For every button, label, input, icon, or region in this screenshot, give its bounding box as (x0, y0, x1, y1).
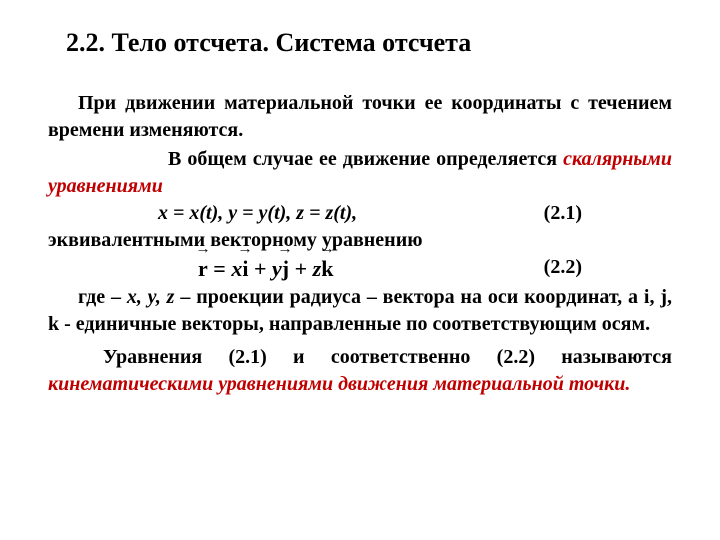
equation-2: r = xi + yj + zk (2.2) (48, 256, 672, 282)
var-y: y (272, 256, 282, 281)
equation-1: x = x(t), y = y(t), z = z(t), (2.1) (48, 202, 672, 225)
p1-text: При движении материальной точки ее коорд… (48, 92, 672, 141)
vec-j: j (282, 256, 289, 282)
eq-equals: = (208, 256, 232, 281)
paragraph-3: эквивалентными векторному уравнению (48, 227, 672, 254)
eq2-number: (2.2) (544, 256, 582, 279)
paragraph-2: В общем случае ее движение определяется … (48, 146, 672, 200)
p3-text: эквивалентными векторному уравнению (48, 229, 423, 251)
eq-plus-2: + (289, 256, 313, 281)
p5-text-a: Уравнения (2.1) и соответственно (2.2) н… (103, 346, 672, 368)
paragraph-1: При движении материальной точки ее коорд… (48, 90, 672, 144)
p2-text-a: В общем случае ее движение определяется (168, 148, 563, 170)
eq1-text: x = x(t), y = y(t), z = z(t), (158, 202, 357, 224)
vec-r: r (198, 256, 208, 282)
p4-vars: x, y, z (127, 286, 175, 308)
vec-i: i (242, 256, 248, 282)
paragraph-4: где – x, y, z – проекции радиуса – векто… (48, 284, 672, 338)
var-z: z (313, 256, 322, 281)
eq-plus-1: + (248, 256, 272, 281)
paragraph-5: Уравнения (2.1) и соответственно (2.2) н… (48, 344, 672, 398)
var-x: x (231, 256, 242, 281)
section-title: 2.2. Тело отсчета. Система отсчета (66, 28, 672, 58)
eq1-number: (2.1) (544, 202, 582, 225)
p4-text-a: где – (78, 286, 127, 308)
p5-emphasis: кинематическими уравнениями движения мат… (48, 373, 630, 395)
vec-k: k (321, 256, 333, 282)
